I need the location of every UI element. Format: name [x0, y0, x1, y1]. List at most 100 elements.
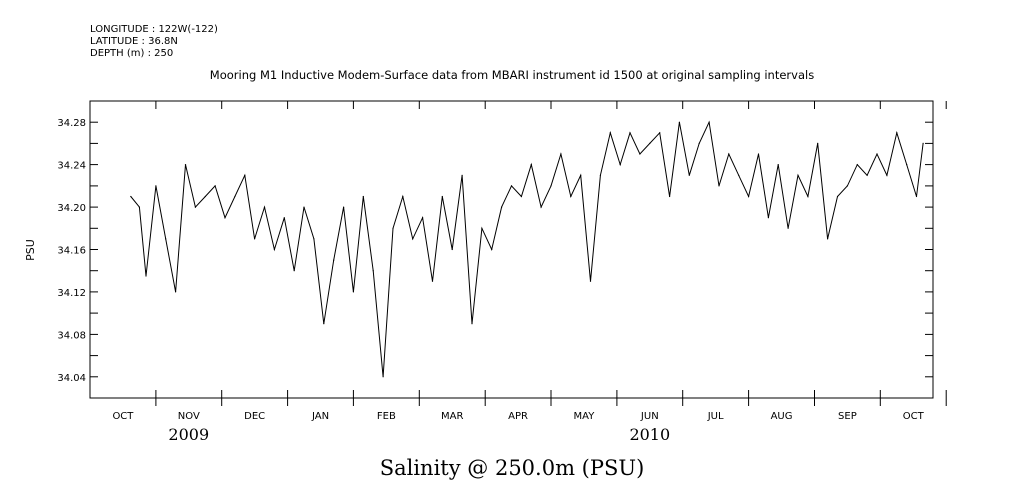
month-label: APR	[508, 411, 528, 422]
data-point	[817, 142, 819, 144]
data-point	[175, 291, 177, 293]
data-point	[491, 248, 493, 251]
data-point	[560, 153, 562, 155]
data-point	[718, 185, 720, 187]
data-point	[283, 217, 285, 219]
data-point	[392, 227, 394, 229]
data-point	[372, 270, 374, 272]
data-point	[471, 323, 473, 325]
x-axis-label: Salinity @ 250.0m (PSU)	[379, 456, 645, 480]
data-point	[669, 195, 671, 198]
data-point	[757, 153, 760, 155]
data-point	[678, 121, 681, 123]
data-point	[263, 206, 266, 208]
data-point	[382, 376, 384, 378]
month-label: DEC	[244, 411, 265, 422]
data-point	[738, 174, 740, 176]
data-point	[570, 195, 572, 198]
y-tick-label: 34.12	[57, 288, 86, 299]
data-point	[797, 174, 799, 176]
data-point	[856, 164, 858, 166]
data-point	[165, 238, 167, 240]
data-point	[915, 195, 918, 198]
data-point	[540, 206, 542, 208]
data-point	[362, 195, 364, 198]
plot-frame	[89, 100, 934, 399]
data-point	[619, 164, 621, 166]
data-point	[609, 132, 611, 134]
latitude-label: LATITUDE : 36.8N	[90, 36, 178, 47]
month-label: MAR	[441, 411, 463, 422]
year-label: 2010	[629, 425, 670, 444]
y-tick-label: 34.24	[57, 161, 86, 172]
data-point	[922, 142, 924, 144]
year-label: 2009	[168, 425, 209, 444]
data-point	[402, 195, 404, 198]
month-label: JAN	[311, 411, 329, 422]
month-label: JUN	[640, 411, 659, 422]
data-point	[293, 270, 295, 272]
data-point	[886, 174, 888, 176]
data-point	[698, 142, 700, 144]
data-point	[234, 195, 236, 198]
data-point	[224, 217, 226, 219]
month-label: NOV	[178, 411, 200, 422]
data-point	[244, 174, 246, 176]
data-point	[896, 132, 898, 134]
data-point	[422, 217, 424, 219]
data-point	[273, 248, 275, 251]
data-point	[589, 280, 592, 282]
y-tick-label: 34.16	[57, 246, 86, 257]
y-axis: 34.28 34.24 34.20 34.16 34.12 34.08 34.04	[57, 100, 933, 399]
data-point	[431, 280, 434, 282]
data-point	[501, 206, 503, 208]
data-point	[550, 185, 552, 187]
data-point	[461, 174, 463, 176]
y-tick-label: 34.28	[57, 118, 86, 129]
y-axis-label: PSU	[24, 239, 37, 261]
y-tick-label: 34.04	[57, 373, 86, 384]
month-label: SEP	[838, 411, 857, 422]
longitude-label: LONGITUDE : 122W(-122)	[90, 24, 218, 35]
data-point	[827, 238, 829, 240]
data-point	[836, 195, 839, 198]
y-tick-label: 34.08	[57, 330, 86, 341]
data-point	[866, 174, 868, 176]
data-point	[155, 185, 157, 187]
data-point	[214, 185, 216, 187]
data-point	[580, 174, 582, 176]
data-point	[708, 121, 710, 123]
month-label: MAY	[574, 411, 596, 422]
data-point	[352, 291, 354, 293]
data-point	[303, 206, 305, 208]
data-point	[520, 195, 523, 198]
month-label: JUL	[707, 411, 724, 422]
depth-label: DEPTH (m) : 250	[90, 48, 174, 59]
data-point	[145, 275, 147, 277]
data-point	[906, 164, 908, 166]
chart-title: Mooring M1 Inductive Modem-Surface data …	[209, 68, 815, 82]
metadata-block: LONGITUDE : 122W(-122) LATITUDE : 36.8N …	[90, 24, 218, 60]
data-point	[767, 217, 770, 219]
data-point	[688, 174, 690, 176]
month-label: OCT	[112, 411, 134, 422]
data-point	[510, 185, 513, 187]
data-point	[130, 195, 132, 198]
data-point	[748, 195, 750, 198]
salinity-series-line	[130, 120, 924, 377]
data-point	[481, 227, 483, 229]
data-point	[659, 132, 661, 134]
data-point	[599, 174, 602, 176]
data-point	[313, 238, 315, 240]
y-tick-label: 34.20	[57, 203, 86, 214]
data-point	[194, 206, 196, 208]
data-point	[777, 164, 779, 166]
month-label: AUG	[771, 411, 793, 422]
data-point	[138, 206, 140, 208]
data-point	[787, 227, 789, 229]
data-point	[254, 238, 256, 240]
data-point	[184, 164, 187, 166]
data-point	[441, 195, 443, 198]
data-point	[846, 185, 849, 187]
